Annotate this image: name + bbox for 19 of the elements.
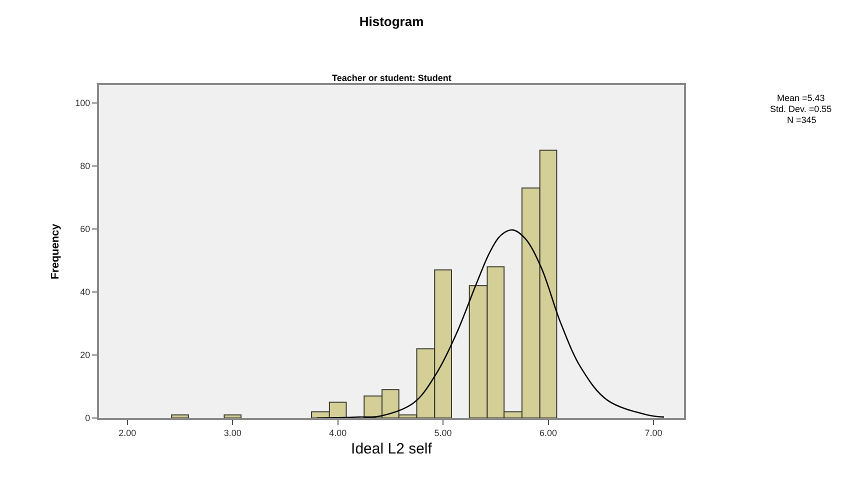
y-tick-label: 100 [75,98,90,108]
x-axis-title: Ideal L2 self [351,440,433,458]
y-tick-label: 20 [80,350,90,360]
y-tick-label: 40 [80,287,90,298]
x-tick-label: 5.00 [434,428,452,438]
x-tick-label: 3.00 [224,428,242,438]
chart-subtitle: Teacher or student: Student [332,73,452,83]
x-tick-label: 2.00 [118,428,136,438]
x-tick-label: 6.00 [540,428,558,438]
y-tick-label: 0 [85,413,90,424]
y-axis-title: Frequency [49,222,62,280]
text: N =345 [787,115,816,125]
y-tick-label: 80 [80,161,90,172]
chart-title: Histogram [359,14,424,29]
x-tick-label: 4.00 [329,428,347,438]
text: Mean =5.43 [777,93,825,103]
y-tick-label: 60 [80,224,90,234]
text: Std. Dev. =0.55 [770,104,832,114]
x-tick-label: 7.00 [644,428,662,438]
